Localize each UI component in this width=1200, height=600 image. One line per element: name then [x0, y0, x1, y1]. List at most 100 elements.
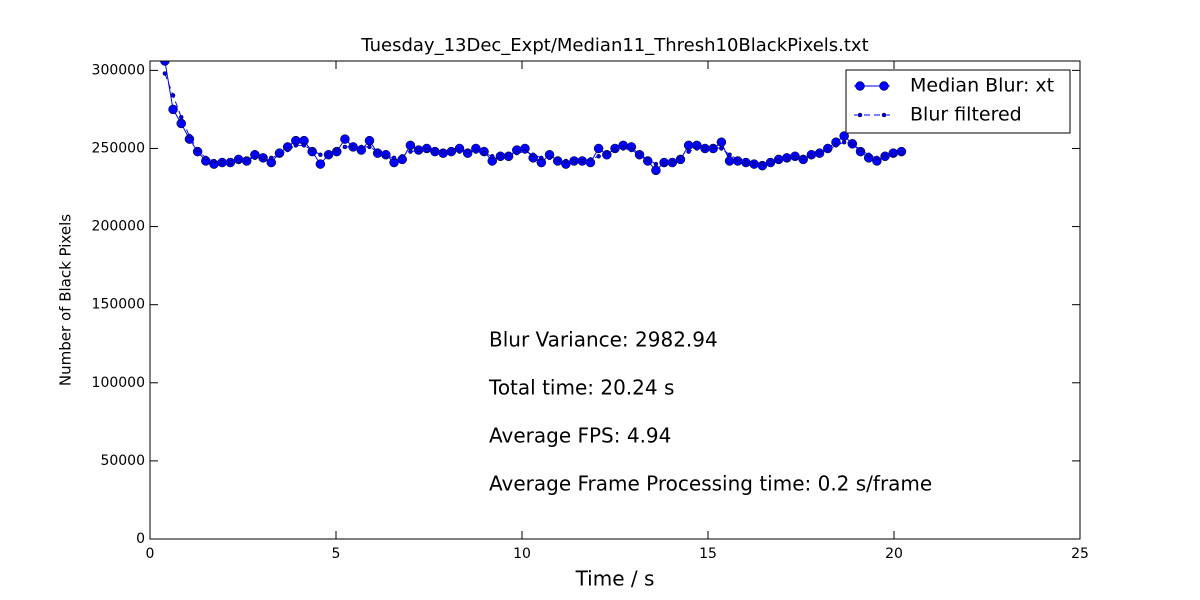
data-point — [686, 149, 691, 154]
legend-marker — [881, 112, 887, 118]
data-point — [399, 154, 405, 159]
data-point — [178, 114, 184, 120]
data-point — [620, 146, 626, 151]
data-point — [555, 157, 560, 162]
data-point — [244, 157, 249, 162]
data-point — [285, 147, 290, 153]
data-point — [645, 157, 650, 162]
data-point — [260, 155, 266, 161]
data-point — [727, 152, 732, 157]
annotation: Blur Variance: 2982.94 — [489, 328, 718, 352]
data-point — [678, 155, 683, 161]
data-point — [792, 155, 798, 161]
data-point — [874, 155, 880, 161]
data-point — [768, 160, 773, 165]
data-point — [882, 154, 888, 159]
data-point — [719, 146, 724, 151]
data-point — [784, 157, 790, 162]
y-tick-label: 150000 — [92, 297, 145, 313]
data-point — [359, 144, 364, 150]
y-tick-label: 250000 — [92, 140, 145, 156]
legend: Median Blur: xt Blur filtered — [845, 69, 1071, 134]
data-point — [440, 149, 446, 154]
data-point — [170, 93, 176, 98]
legend-box — [845, 69, 1071, 134]
data-point — [694, 146, 700, 151]
data-point — [514, 150, 520, 156]
data-point — [424, 147, 430, 153]
legend-marker — [857, 112, 863, 118]
data-point — [539, 155, 544, 161]
x-tick-label: 5 — [332, 546, 341, 562]
data-point — [841, 139, 847, 145]
data-point — [315, 159, 326, 169]
data-point — [547, 155, 552, 161]
data-point — [743, 160, 749, 165]
data-point — [858, 147, 863, 153]
data-point — [522, 149, 528, 154]
data-point — [702, 146, 708, 151]
y-tick-label: 0 — [136, 531, 145, 547]
data-point — [866, 152, 871, 157]
data-point — [596, 154, 601, 159]
data-point — [367, 144, 372, 150]
data-point — [391, 155, 397, 161]
data-point — [236, 158, 241, 164]
y-tick-label: 200000 — [92, 219, 145, 235]
data-point — [293, 143, 299, 148]
data-point — [195, 147, 200, 153]
data-point — [160, 61, 170, 66]
data-point — [850, 141, 855, 147]
legend-label: Median Blur: xt — [910, 75, 1054, 97]
data-point — [751, 161, 757, 167]
data-point — [473, 149, 479, 154]
data-point — [309, 147, 315, 153]
y-tick-label: 300000 — [92, 62, 145, 78]
legend-marker — [855, 81, 865, 91]
data-point — [408, 149, 413, 154]
chart-title: Tuesday_13Dec_Expt/Median11_Thresh10Blac… — [360, 35, 868, 56]
data-point — [506, 152, 511, 157]
data-point — [588, 157, 593, 162]
data-point — [571, 158, 577, 164]
data-point — [629, 147, 634, 153]
data-point — [449, 149, 454, 154]
data-point — [277, 152, 282, 157]
data-point — [580, 158, 585, 164]
data-point — [817, 150, 822, 156]
annotation: Total time: 20.24 s — [488, 376, 674, 400]
data-point — [383, 154, 389, 159]
data-point — [334, 147, 339, 153]
data-point — [350, 144, 356, 150]
x-axis-label: Time / s — [575, 567, 655, 591]
data-point — [735, 157, 741, 162]
data-point — [301, 143, 307, 148]
data-point — [760, 161, 765, 167]
data-point — [683, 140, 694, 151]
data-point — [432, 149, 438, 154]
data-point — [457, 149, 462, 154]
data-point — [809, 154, 814, 159]
data-point — [489, 154, 495, 159]
data-point — [219, 160, 225, 165]
data-point — [716, 137, 727, 147]
data-point — [637, 152, 642, 157]
data-point — [776, 158, 781, 164]
annotations: Blur Variance: 2982.94 Total time: 20.24 … — [488, 328, 932, 496]
data-point — [326, 152, 331, 157]
x-tick-label: 20 — [885, 546, 903, 562]
data-point — [481, 150, 487, 156]
x-tick-label: 15 — [699, 546, 717, 562]
data-point — [465, 149, 470, 154]
data-point — [530, 152, 536, 157]
data-point — [375, 149, 380, 154]
data-point — [653, 161, 659, 167]
data-point — [593, 143, 604, 154]
data-point — [405, 140, 416, 151]
data-point — [833, 143, 839, 148]
data-point — [162, 71, 168, 76]
data-point — [651, 165, 661, 176]
data-point — [364, 135, 375, 146]
